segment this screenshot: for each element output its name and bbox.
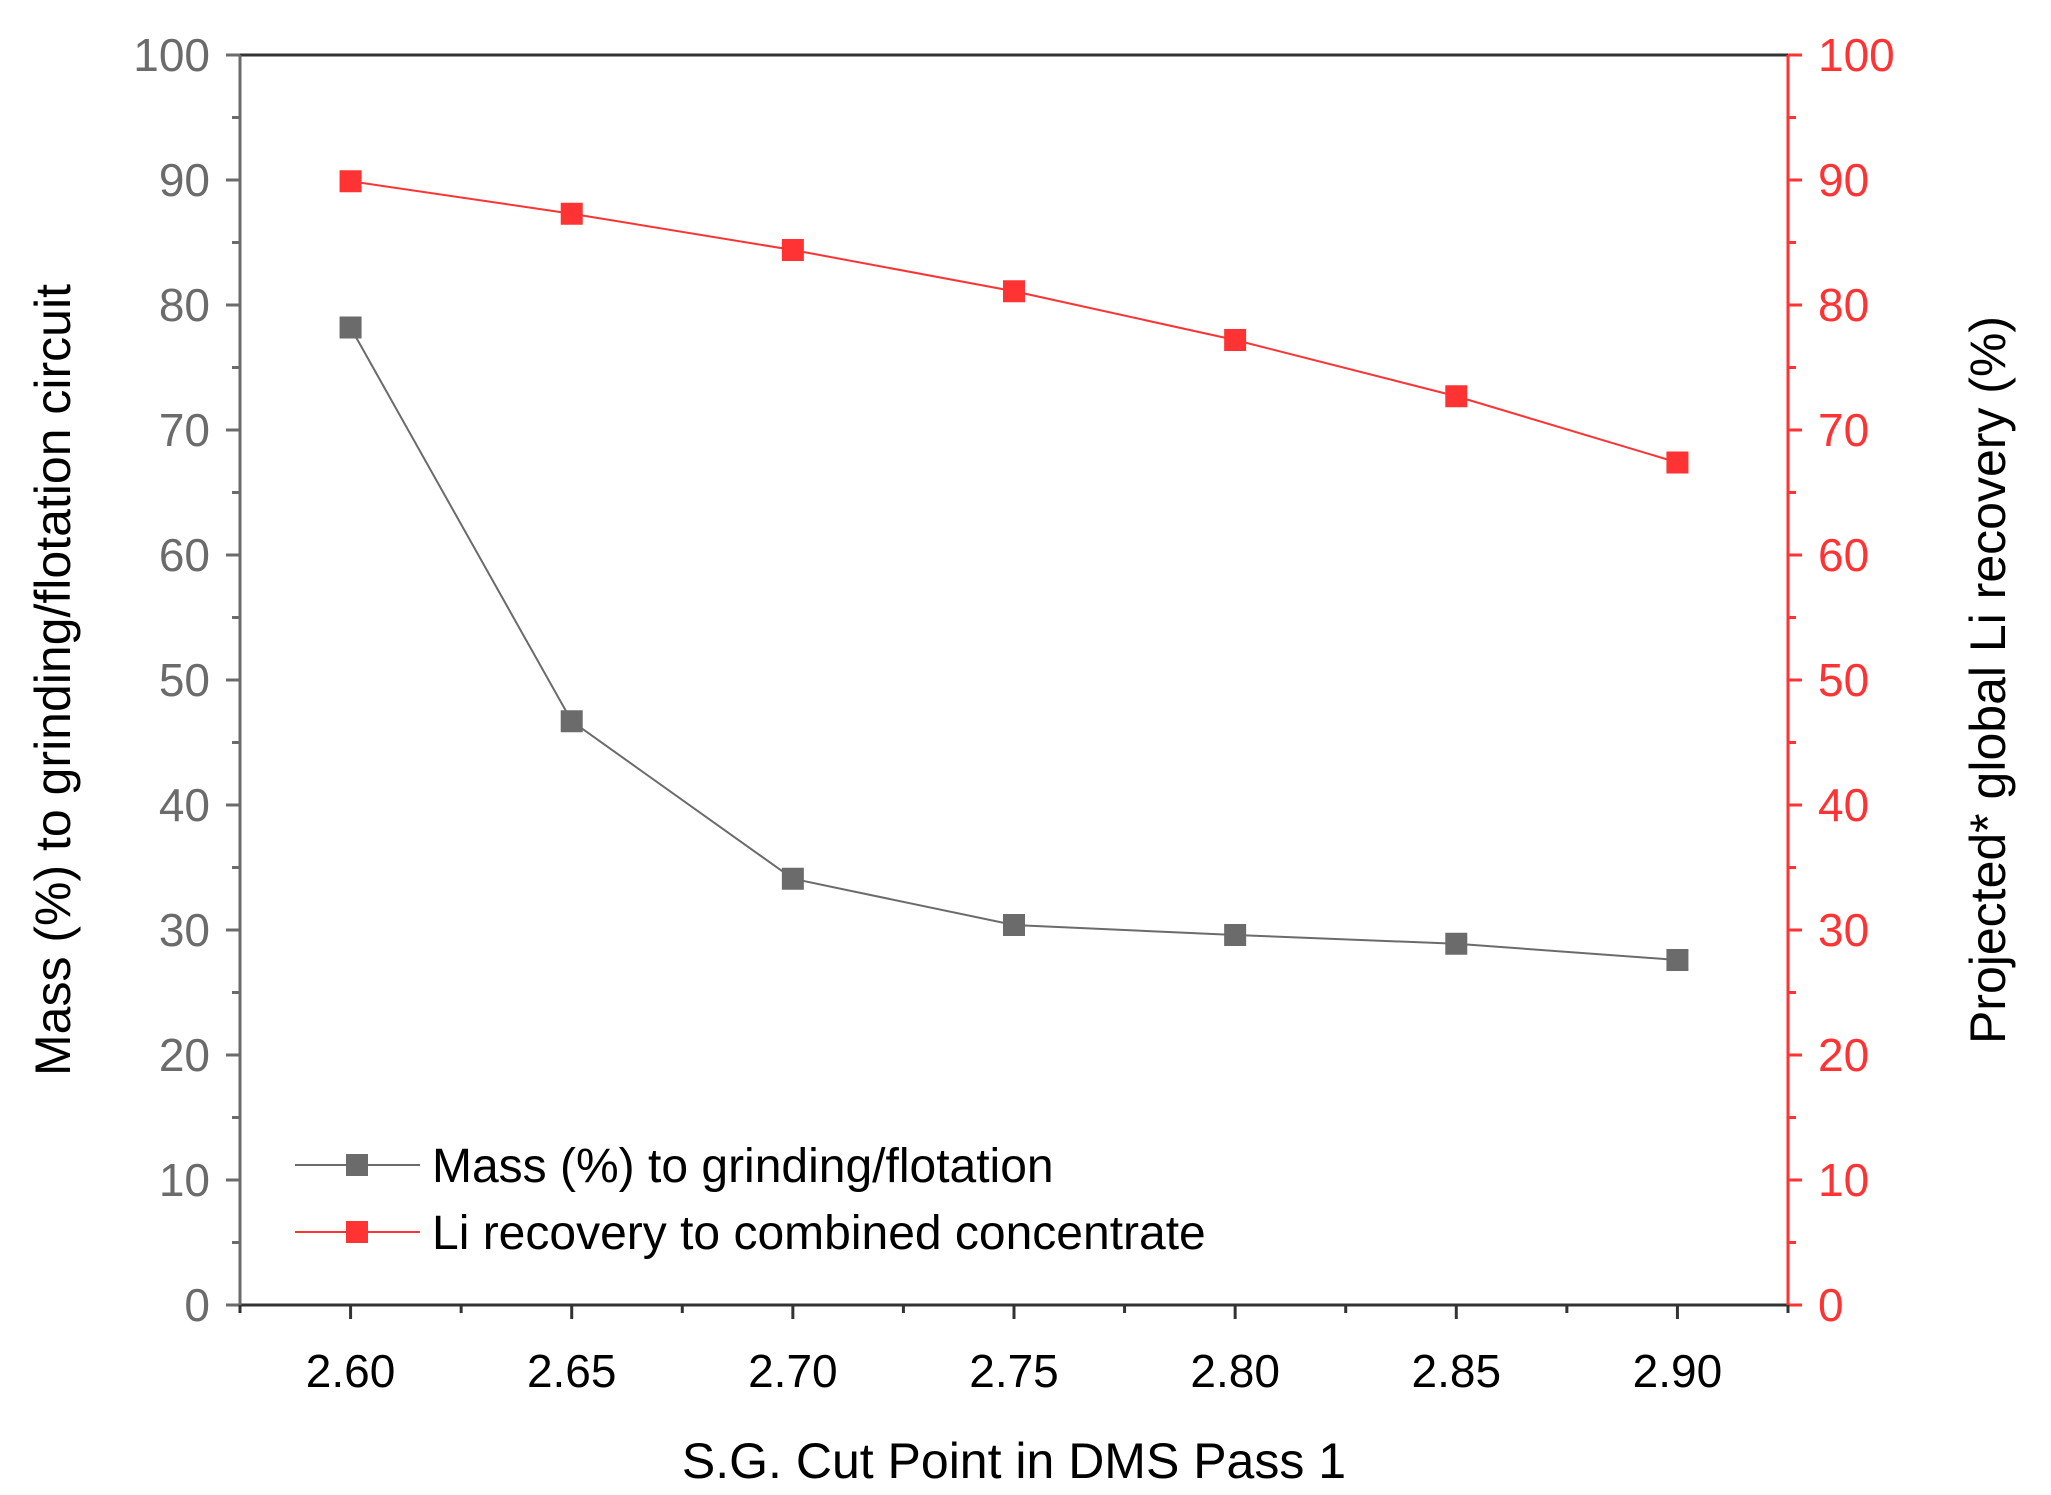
y-axis-right-title: Projected* global Li recovery (%) (1960, 316, 2016, 1044)
x-tick-label: 2.70 (748, 1345, 838, 1397)
data-point-li-recovery (781, 239, 804, 261)
y-right-tick-label: 80 (1818, 279, 1869, 331)
legend-marker-li-recovery (346, 1221, 368, 1243)
x-tick-label: 2.60 (306, 1345, 396, 1397)
legend-label-li-recovery: Li recovery to combined concentrate (432, 1207, 1206, 1260)
y-right-tick-label: 40 (1818, 779, 1869, 831)
data-point-mass (339, 316, 362, 339)
plot-frame (238, 53, 1790, 1307)
legend-label-mass: Mass (%) to grinding/flotation (432, 1140, 1054, 1193)
x-tick-label: 2.65 (527, 1345, 617, 1397)
legend: Mass (%) to grinding/flotation Li recove… (295, 1140, 1206, 1260)
data-point-mass (1445, 932, 1468, 955)
y-right-tick-label: 90 (1818, 154, 1869, 206)
y-axis-left-title: Mass (%) to grinding/flotation circuit (25, 284, 81, 1076)
tick-labels: 0 0 10 10 20 20 30 30 40 40 50 50 60 60 70 70 80 80 90 90 10… (133, 29, 1895, 1397)
x-axis-title: S.G. Cut Point in DMS Pass 1 (682, 1433, 1346, 1489)
x-tick-label: 2.90 (1633, 1345, 1723, 1397)
legend-marker-mass (346, 1154, 368, 1176)
y-left-tick-label: 60 (159, 529, 210, 581)
y-left-tick-label: 70 (159, 404, 210, 456)
y-right-tick-label: 10 (1818, 1154, 1869, 1206)
data-point-li-recovery (1003, 280, 1025, 303)
y-left-tick-label: 100 (133, 29, 210, 81)
y-left-tick-label: 90 (159, 154, 210, 206)
y-left-tick-label: 0 (184, 1279, 210, 1331)
y-right-tick-label: 20 (1818, 1029, 1869, 1081)
y-right-tick-label: 100 (1818, 29, 1895, 81)
y-right-tick-label: 30 (1818, 904, 1869, 956)
data-point-mass (1666, 949, 1689, 971)
x-tick-label: 2.80 (1190, 1345, 1280, 1397)
y-left-tick-label: 80 (159, 279, 210, 331)
data-point-li-recovery (1224, 329, 1247, 351)
data-point-mass (560, 710, 583, 733)
series-layer (339, 170, 1689, 971)
data-point-li-recovery (1445, 385, 1468, 408)
data-point-li-recovery (1666, 451, 1689, 474)
y-left-tick-label: 40 (159, 779, 210, 831)
y-left-tick-label: 30 (159, 904, 210, 956)
data-point-li-recovery (560, 202, 583, 225)
y-left-tick-label: 50 (159, 654, 210, 706)
data-point-li-recovery (339, 170, 362, 193)
data-point-mass (1224, 924, 1247, 946)
y-right-tick-label: 50 (1818, 654, 1869, 706)
y-right-tick-label: 70 (1818, 404, 1869, 456)
x-tick-label: 2.75 (969, 1345, 1059, 1397)
x-tick-label: 2.85 (1412, 1345, 1502, 1397)
data-point-mass (1003, 914, 1025, 936)
y-left-tick-label: 20 (159, 1029, 210, 1081)
y-right-tick-label: 0 (1818, 1279, 1844, 1331)
y-left-tick-label: 10 (159, 1154, 210, 1206)
data-point-mass (781, 867, 804, 890)
y-right-tick-label: 60 (1818, 529, 1869, 581)
